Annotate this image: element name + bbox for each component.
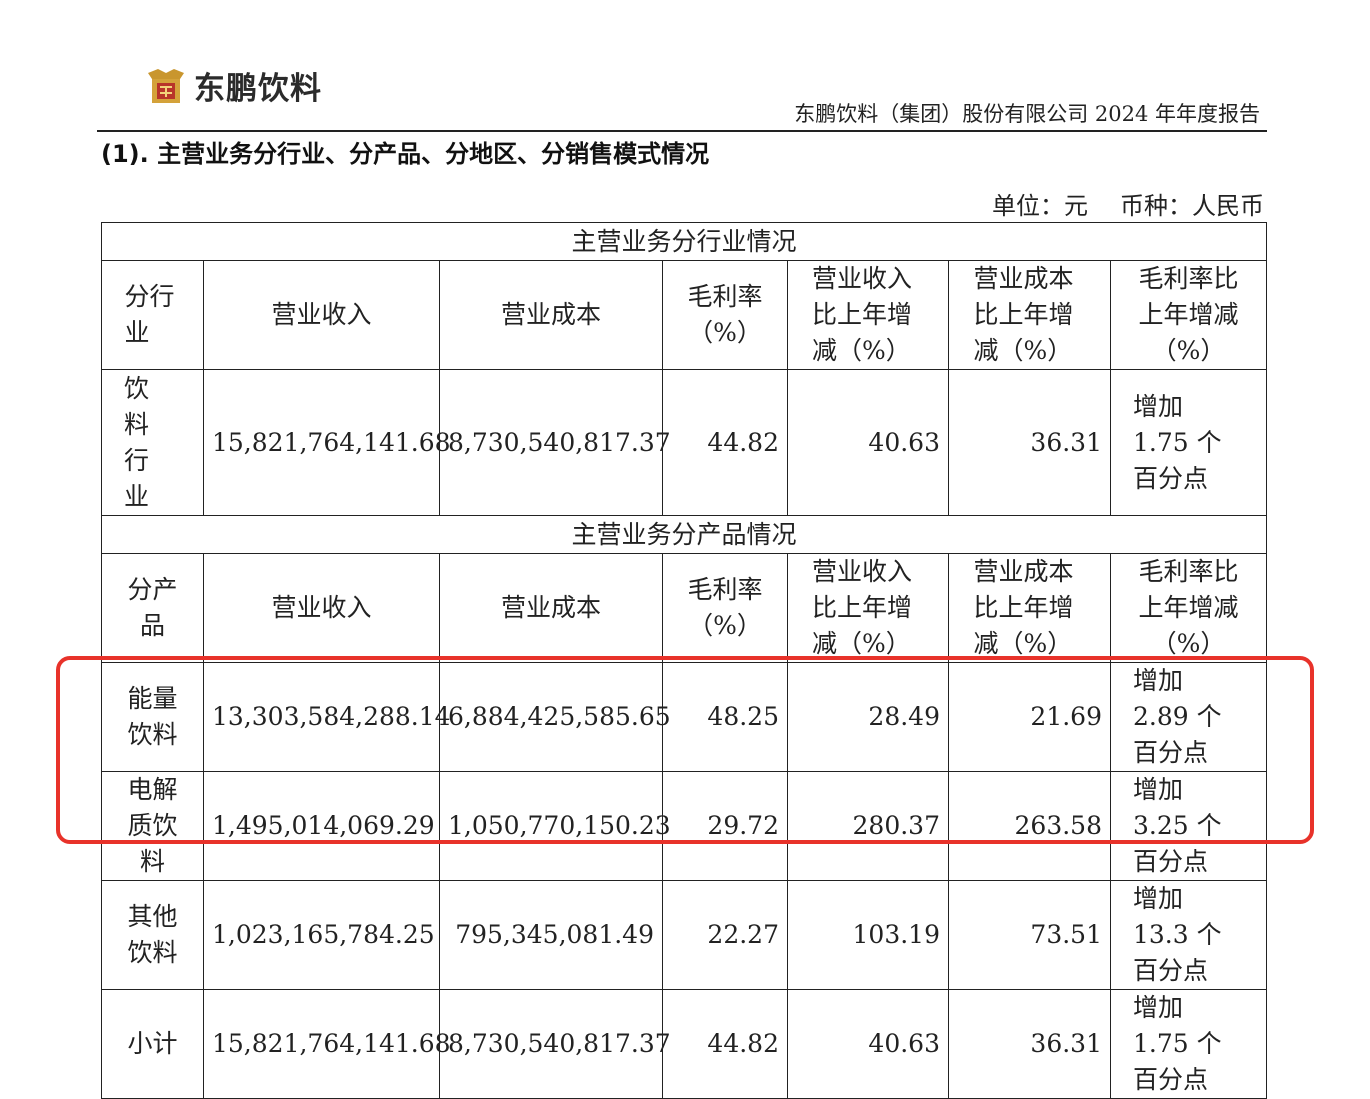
cost-cell: 8,730,540,817.37 (439, 369, 671, 516)
margin-change-cell: 增加 2.89 个百分点 (1109, 662, 1268, 772)
unit-line: 单位：元 币种：人民币 (992, 186, 1264, 221)
revenue-cell: 1,023,165,784.25 (203, 880, 440, 990)
margin-change-cell: 增加 1.75 个百分点 (1109, 989, 1268, 1099)
row-name: 小计 (101, 989, 204, 1099)
header-cell: 毛利率（%） (662, 260, 788, 370)
revenue-cell: 15,821,764,141.68 (203, 989, 451, 1099)
margin-change-cell: 增加 13.3 个百分点 (1109, 880, 1268, 990)
cost-change-cell: 36.31 (948, 989, 1111, 1099)
table-row: 其他饮料 1,023,165,784.25 795,345,081.49 22.… (101, 880, 1268, 990)
margin-cell: 44.82 (662, 369, 788, 516)
margin-cell: 29.72 (662, 771, 788, 881)
header-cell: 营业成本比上年增减（%） (948, 260, 1111, 370)
header-cell: 营业成本 (439, 260, 663, 370)
industry-section-title: 主营业务分行业情况 (100, 222, 1268, 261)
header-cell: 营业收入 (203, 553, 440, 663)
margin-cell: 48.25 (662, 662, 788, 772)
table-row: 小计 15,821,764,141.68 8,730,540,817.37 44… (101, 989, 1268, 1099)
header-cell: 分产品 (101, 553, 204, 663)
product-section-row: 主营业务分产品情况 (100, 515, 1268, 554)
industry-header-row: 分行业 营业收入 营业成本 毛利率（%） 营业收入比上年增减（%） 营业成本比上… (101, 260, 1268, 370)
cost-change-cell: 263.58 (948, 771, 1111, 881)
revenue-change-cell: 103.19 (787, 880, 949, 990)
row-name: 其他饮料 (101, 880, 204, 990)
company-logo: 东鹏饮料 (146, 64, 322, 107)
product-section-title: 主营业务分产品情况 (100, 515, 1268, 554)
header-cell: 营业成本比上年增减（%） (948, 553, 1111, 663)
logo-text: 东鹏饮料 (194, 70, 322, 107)
product-header-row: 分产品 营业收入 营业成本 毛利率（%） 营业收入比上年增减（%） 营业成本比上… (101, 553, 1268, 663)
header-cell: 毛利率（%） (662, 553, 788, 663)
dongpeng-logo-icon (146, 65, 186, 105)
header-cell: 营业收入比上年增减（%） (787, 553, 949, 663)
cost-change-cell: 36.31 (948, 369, 1111, 516)
row-name: 电解质饮料 (101, 771, 204, 881)
header-cell: 营业收入比上年增减（%） (787, 260, 949, 370)
row-name: 饮料行业 (101, 369, 204, 516)
margin-cell: 22.27 (662, 880, 788, 990)
header-cell: 毛利率比上年增减（%） (1109, 260, 1268, 370)
header-cell: 毛利率比上年增减（%） (1109, 553, 1268, 663)
table-row: 电解质饮料 1,495,014,069.29 1,050,770,150.23 … (101, 771, 1268, 881)
cost-change-cell: 21.69 (948, 662, 1111, 772)
header-divider (97, 130, 1267, 132)
revenue-cell: 15,821,764,141.68 (203, 369, 451, 516)
cost-cell: 8,730,540,817.37 (439, 989, 671, 1099)
header-cell: 营业收入 (203, 260, 440, 370)
row-name: 能量饮料 (101, 662, 204, 772)
cost-change-cell: 73.51 (948, 880, 1111, 990)
table-row: 饮料行业 15,821,764,141.68 8,730,540,817.37 … (101, 369, 1268, 516)
revenue-change-cell: 40.63 (787, 989, 949, 1099)
cost-cell: 6,884,425,585.65 (439, 662, 671, 772)
currency-label: 币种：人民币 (1120, 192, 1264, 220)
margin-change-cell: 增加 1.75 个百分点 (1109, 369, 1268, 516)
margin-change-cell: 增加 3.25 个百分点 (1109, 771, 1268, 881)
highlight-annotation-box (56, 656, 1314, 844)
revenue-change-cell: 280.37 (787, 771, 949, 881)
unit-label: 单位：元 (992, 192, 1088, 220)
revenue-cell: 1,495,014,069.29 (203, 771, 440, 881)
cost-cell: 1,050,770,150.23 (439, 771, 671, 881)
margin-cell: 44.82 (662, 989, 788, 1099)
industry-section-row: 主营业务分行业情况 (100, 222, 1268, 261)
cost-cell: 795,345,081.49 (439, 880, 663, 990)
section-heading: (1). 主营业务分行业、分产品、分地区、分销售模式情况 (101, 140, 710, 168)
revenue-change-cell: 40.63 (787, 369, 949, 516)
report-title: 东鹏饮料（集团）股份有限公司 2024 年年度报告 (794, 102, 1260, 126)
header-cell: 营业成本 (439, 553, 663, 663)
header-cell: 分行业 (101, 260, 204, 370)
